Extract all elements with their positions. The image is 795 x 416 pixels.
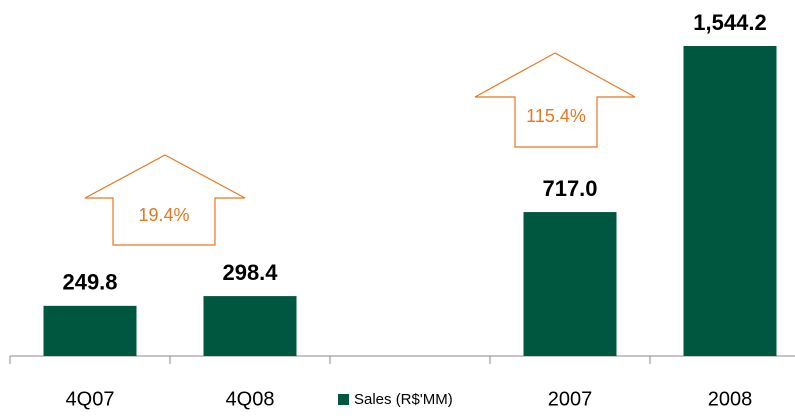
x-tick-label: 2007 (548, 388, 593, 410)
annotation-label: 115.4% (526, 106, 586, 126)
annotation-arrow: 19.4% (84, 154, 246, 246)
x-tick-label: 2008 (708, 388, 753, 410)
bar (43, 305, 137, 356)
bar (203, 296, 297, 356)
annotation-arrow: 115.4% (474, 52, 636, 148)
value-label: 717.0 (542, 176, 597, 201)
annotation-label: 19.4% (138, 205, 189, 225)
bar (683, 46, 777, 356)
x-tick-label: 4Q07 (66, 388, 115, 410)
legend-swatch (338, 394, 349, 405)
bar (523, 212, 617, 356)
arrow-shape (84, 154, 246, 246)
legend-label: Sales (R$'MM) (354, 391, 453, 408)
value-label: 249.8 (62, 270, 117, 295)
value-label: 298.4 (222, 260, 278, 285)
x-tick-label: 4Q08 (226, 388, 275, 410)
value-label: 1,544.2 (693, 10, 766, 35)
arrow-shape (474, 52, 636, 148)
